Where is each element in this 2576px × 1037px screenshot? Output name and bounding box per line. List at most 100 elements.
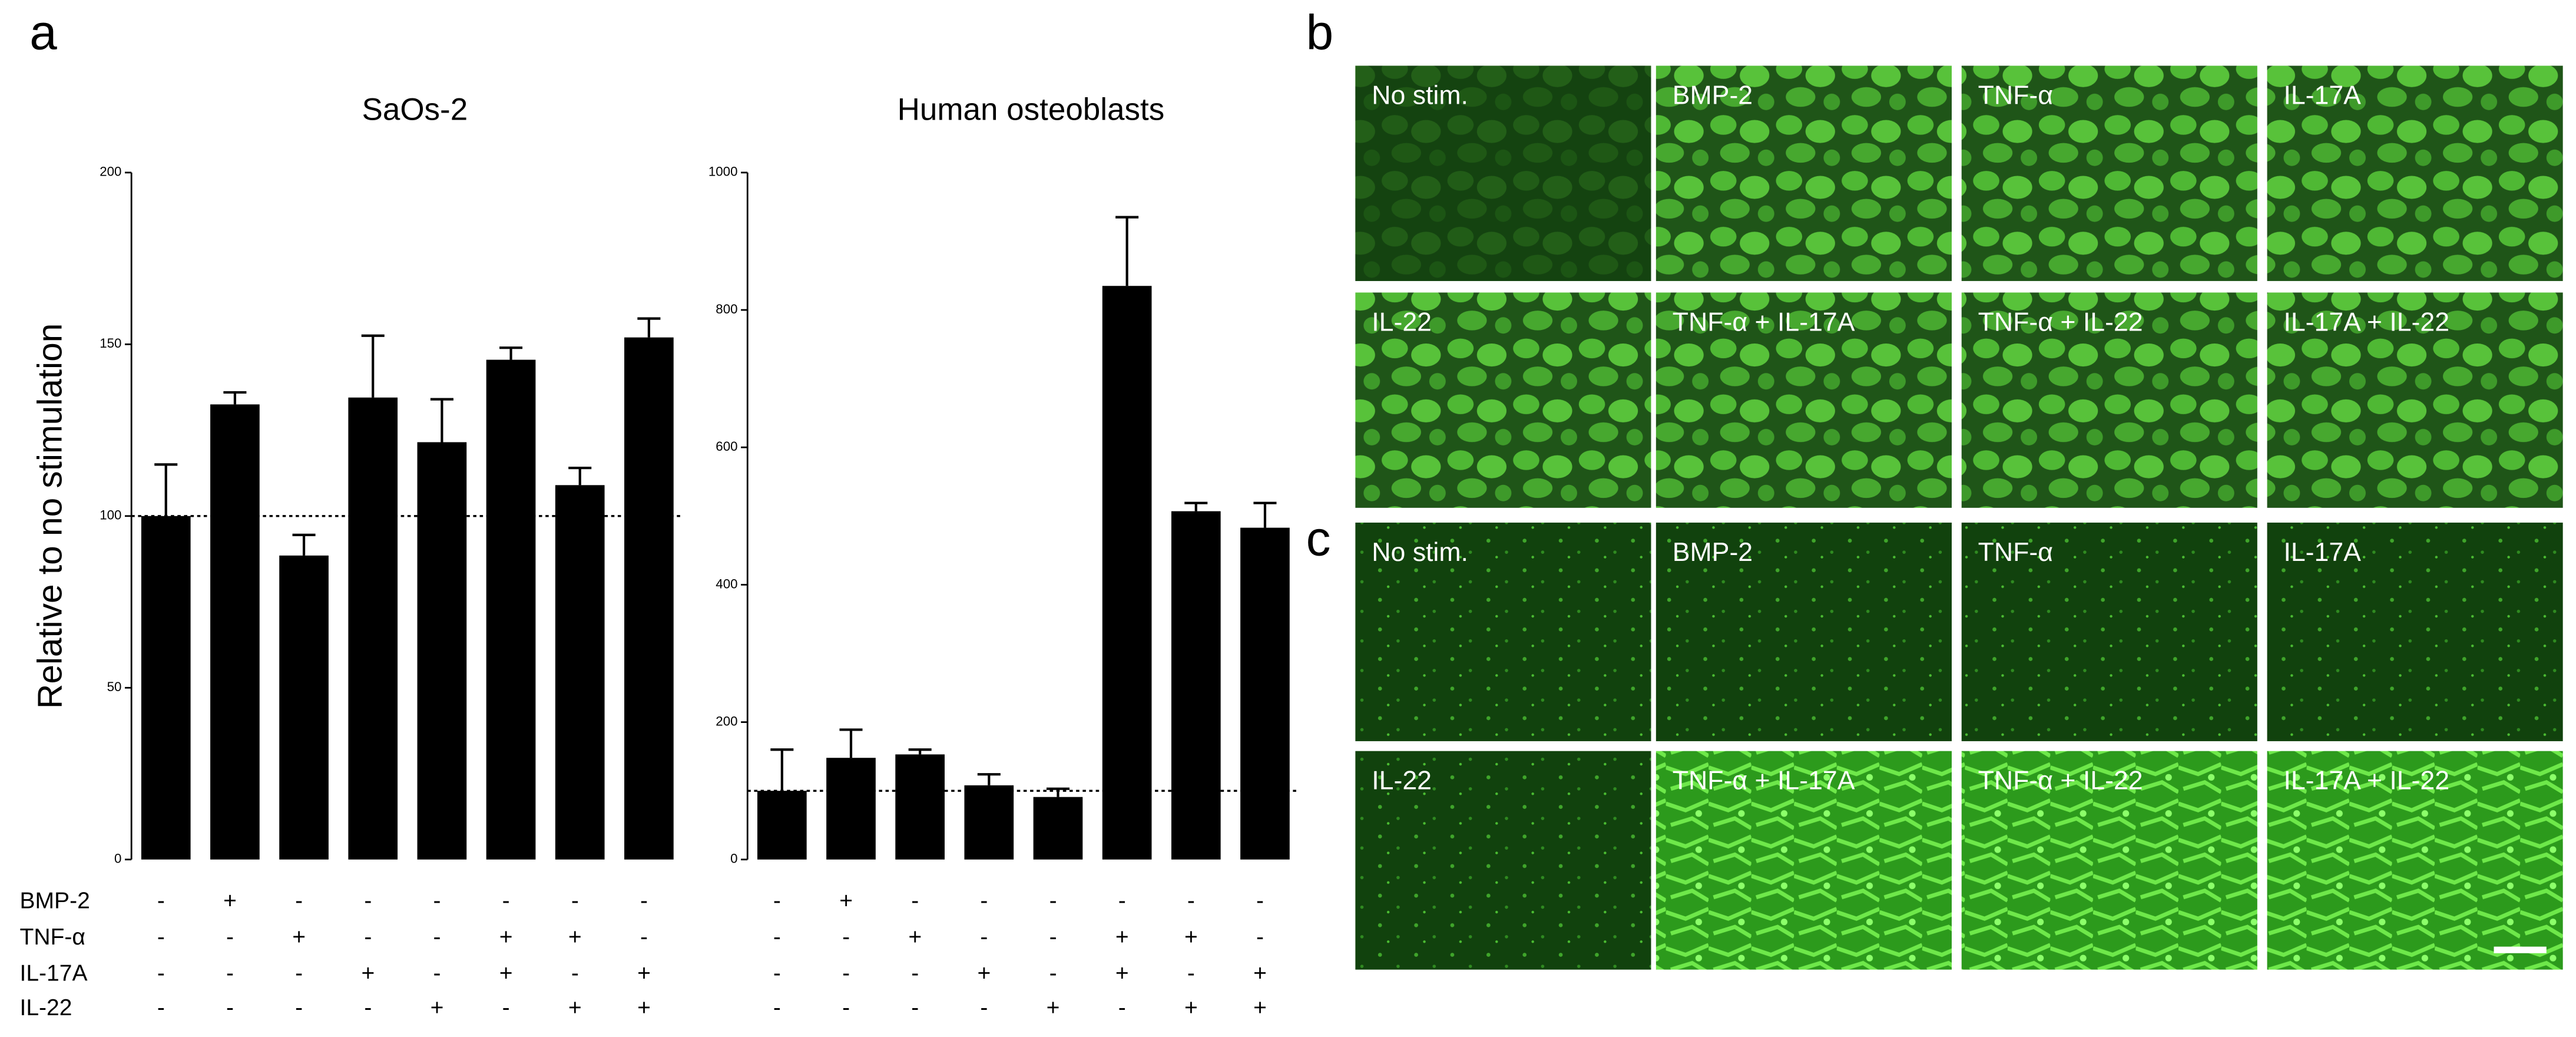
- treatment-sign: +: [1115, 960, 1129, 986]
- treatment-sign: +: [839, 889, 853, 914]
- treatment-sign: -: [502, 889, 510, 914]
- treatment-sign: -: [1256, 924, 1264, 950]
- treatment-sign: +: [499, 960, 513, 986]
- bar: [486, 359, 536, 860]
- tile-label: TNF-α + IL-17A: [1673, 766, 1855, 795]
- micrograph: [2267, 292, 2563, 508]
- treatment-sign: -: [502, 995, 510, 1021]
- bar: [624, 337, 674, 860]
- y-tick-label: 200: [100, 164, 121, 179]
- tile-label: IL-17A + IL-22: [2283, 766, 2449, 795]
- tile-label: TNF-α: [1978, 81, 2053, 110]
- tile-label: IL-22: [1372, 308, 1432, 336]
- treatment-sign: -: [1118, 889, 1126, 914]
- tile-label: IL-17A: [2283, 81, 2361, 110]
- micrograph: [2267, 751, 2563, 970]
- y-tick-label: 800: [716, 302, 737, 316]
- treatment-sign: -: [364, 995, 372, 1021]
- micrograph: [2267, 522, 2563, 741]
- treatment-sign: -: [842, 995, 850, 1021]
- treatment-sign: -: [364, 924, 372, 950]
- treatment-sign: -: [157, 889, 165, 914]
- treatment-sign: -: [226, 924, 234, 950]
- tile-label: TNF-α + IL-22: [1978, 308, 2143, 336]
- treatment-sign: -: [226, 960, 234, 986]
- treatment-sign: -: [157, 924, 165, 950]
- treatment-sign: +: [978, 960, 991, 986]
- y-tick-label: 100: [100, 508, 121, 523]
- treatment-sign: +: [1047, 995, 1060, 1021]
- micrograph: [1655, 751, 1952, 970]
- y-tick-label: 400: [716, 576, 737, 591]
- micrograph: [1655, 292, 1952, 508]
- tile-label: No stim.: [1372, 538, 1468, 567]
- tile-label: TNF-α: [1978, 538, 2053, 567]
- treatment-sign: -: [1256, 889, 1264, 914]
- bar: [348, 397, 398, 860]
- treatment-sign: +: [568, 924, 582, 950]
- treatment-sign: -: [571, 960, 579, 986]
- treatment-sign: -: [911, 960, 919, 986]
- tile-label: TNF-α + IL-17A: [1673, 308, 1855, 336]
- bar: [1171, 511, 1221, 860]
- treatment-sign: +: [568, 995, 582, 1021]
- treatment-label: IL-17A: [19, 960, 87, 986]
- treatment-sign: +: [637, 995, 651, 1021]
- treatment-sign: -: [911, 995, 919, 1021]
- micrograph: [1961, 292, 2257, 508]
- treatment-sign: -: [295, 889, 303, 914]
- bar: [964, 785, 1014, 860]
- y-tick-label: 1000: [708, 164, 738, 179]
- micrograph: [1655, 65, 1952, 281]
- treatment-sign: +: [431, 995, 444, 1021]
- treatment-sign: -: [364, 889, 372, 914]
- chart-title: Human osteoblasts: [898, 93, 1165, 127]
- y-tick-label: 0: [730, 851, 737, 866]
- treatment-sign: +: [1253, 960, 1267, 986]
- treatment-sign: -: [842, 960, 850, 986]
- treatment-sign: -: [1049, 889, 1057, 914]
- tile-label: BMP-2: [1673, 81, 1753, 110]
- y-tick-label: 0: [114, 851, 121, 866]
- tile-label: IL-17A + IL-22: [2283, 308, 2449, 336]
- treatment-sign: +: [1184, 924, 1198, 950]
- treatment-sign: -: [157, 960, 165, 986]
- treatment-sign: -: [433, 889, 441, 914]
- treatment-sign: +: [361, 960, 375, 986]
- panel-label: b: [1306, 4, 1334, 60]
- micrograph: [2267, 65, 2563, 281]
- treatment-label: BMP-2: [19, 889, 90, 914]
- micrograph: [1355, 751, 1651, 970]
- bar: [757, 791, 807, 860]
- bar: [417, 442, 467, 860]
- treatment-sign: -: [1187, 889, 1195, 914]
- treatment-sign: -: [773, 889, 781, 914]
- micrograph: [1961, 751, 2257, 970]
- y-tick-label: 50: [107, 679, 122, 694]
- treatment-sign: -: [571, 889, 579, 914]
- treatment-sign: -: [773, 995, 781, 1021]
- treatment-sign: -: [980, 924, 988, 950]
- treatment-sign: +: [908, 924, 922, 950]
- treatment-sign: -: [1049, 960, 1057, 986]
- micrograph: [1355, 522, 1651, 741]
- tile-label: No stim.: [1372, 81, 1468, 110]
- treatment-sign: +: [1184, 995, 1198, 1021]
- treatment-sign: -: [1118, 995, 1126, 1021]
- tile-label: IL-22: [1372, 766, 1432, 795]
- treatment-sign: -: [640, 889, 648, 914]
- bar: [1102, 286, 1152, 860]
- treatment-sign: -: [980, 889, 988, 914]
- treatment-sign: +: [1253, 995, 1267, 1021]
- bar: [1033, 797, 1083, 860]
- tile-label: BMP-2: [1673, 538, 1753, 567]
- treatment-sign: -: [911, 889, 919, 914]
- bar: [141, 516, 191, 860]
- treatment-sign: -: [433, 924, 441, 950]
- micrograph: [1961, 522, 2257, 741]
- treatment-sign: -: [640, 924, 648, 950]
- y-tick-label: 600: [716, 439, 737, 454]
- treatment-sign: +: [499, 924, 513, 950]
- bar: [1240, 527, 1290, 860]
